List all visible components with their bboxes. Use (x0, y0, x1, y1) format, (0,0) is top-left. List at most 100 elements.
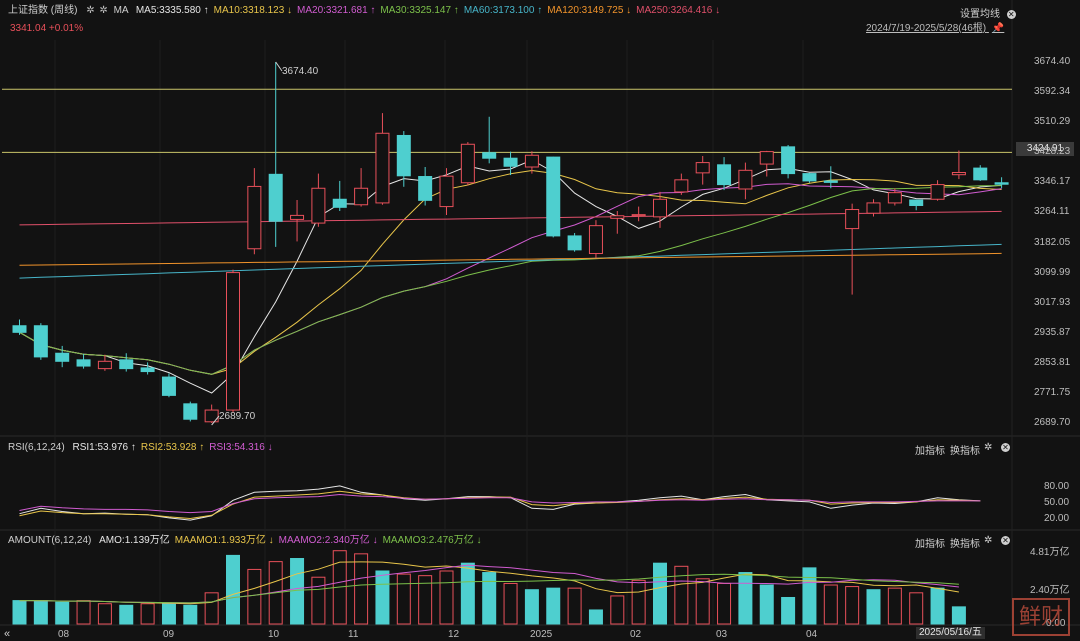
pin-icon[interactable]: 📌 (991, 23, 1005, 34)
volume-bar (653, 562, 667, 625)
candle-body (290, 214, 305, 220)
candle-body (909, 199, 924, 206)
volume-bar (930, 587, 945, 625)
amount-switch-indicator-button[interactable]: 换指标 (950, 535, 980, 550)
volume-bar (845, 586, 860, 625)
close-icon[interactable]: ✕ (1001, 443, 1010, 452)
candle-body (567, 235, 582, 251)
candle-body (268, 173, 283, 222)
volume-bar (951, 606, 966, 625)
amount-tick-label: 0.00 (1046, 618, 1066, 629)
candle-body (695, 162, 710, 174)
candle-body (332, 198, 347, 208)
volume-bar (802, 567, 817, 625)
rsi2-line (19, 490, 981, 520)
gear-icon[interactable]: ✲ (99, 5, 108, 16)
low-pointer (211, 415, 220, 426)
settings-ma-button[interactable]: 设置均线 ✕ (960, 5, 1016, 20)
amount-add-label: 加指标 (915, 539, 945, 550)
scroll-left-icon[interactable]: « (4, 628, 11, 640)
price-tick-label: 3346.17 (1034, 176, 1071, 188)
amount-tick-label: 2.40万亿 (1030, 584, 1070, 596)
candle-body (674, 179, 689, 193)
price-tag: 3424.91 (1016, 142, 1074, 156)
amount-tick-label: 4.81万亿 (1030, 547, 1070, 558)
price-tick-label: 2771.75 (1034, 386, 1071, 398)
time-tick-label: 02 (630, 629, 642, 640)
close-icon[interactable]: ✕ (1006, 10, 1016, 19)
candle-body (802, 173, 817, 182)
amount-values: AMO:1.139万亿 MAAMO1:1.933万亿 ↓ MAAMO2:2.340万… (94, 535, 481, 546)
volume-bar (76, 600, 91, 625)
amount-add-indicator-button[interactable]: 加指标 (915, 535, 945, 550)
volume-bar (887, 587, 902, 625)
high-annotation: 3674.40 (282, 66, 319, 77)
gear-icon[interactable]: ✲ (984, 535, 993, 546)
rsi-add-indicator-button[interactable]: 加指标 (915, 442, 945, 457)
candle-body (588, 225, 603, 255)
ma-item: MA10:3318.123 ↓ (213, 5, 293, 16)
volume-bar (396, 573, 411, 625)
volume-bar (418, 575, 433, 625)
rsi-item: RSI3:54.316 ↓ (209, 442, 273, 453)
rsi-values: RSI1:53.976 ↑ RSI2:53.928 ↑ RSI3:54.316 ↓ (67, 442, 272, 453)
time-tick-label: 03 (716, 629, 728, 640)
ma-item: MA250:3264.416 ↓ (636, 5, 721, 16)
price-tick-label: 3510.29 (1034, 116, 1071, 128)
candle-body (823, 180, 838, 183)
gear-icon[interactable]: ✲ (86, 5, 95, 16)
time-tick-label: 08 (58, 629, 70, 640)
rsi3-line (19, 493, 981, 514)
time-tick-label: 11 (348, 629, 359, 640)
amount-item: MAAMO1:1.933万亿 ↓ (174, 535, 274, 546)
candle-body (759, 151, 774, 165)
low-annotation: 2689.70 (219, 411, 256, 422)
watermark-logo: 鲜财 (1012, 598, 1070, 636)
rsi-switch-indicator-button[interactable]: 换指标 (950, 442, 980, 457)
candle-body (97, 360, 112, 370)
candle-body (439, 175, 454, 208)
price-tick-label: 3592.34 (1034, 86, 1071, 98)
time-tick-label: 12 (448, 629, 460, 640)
candle-body (161, 376, 176, 396)
gear-icon[interactable]: ✲ (984, 442, 993, 453)
volume-bar (524, 589, 539, 625)
ma5-line (19, 159, 1002, 394)
close-icon[interactable]: ✕ (1001, 536, 1010, 545)
ma-item: MA20:3321.681 ↑ (297, 5, 376, 16)
ma120-line (19, 252, 1002, 266)
candle-body (951, 171, 966, 176)
maamo1-line (19, 561, 959, 605)
volume-bar (781, 596, 796, 625)
price-tick-label: 3264.11 (1034, 206, 1070, 218)
current-date: 2025/05/16/五 (916, 627, 985, 639)
candle-body (994, 182, 1009, 185)
rsi-tick-label: 20.00 (1044, 513, 1070, 524)
rsi-item: RSI2:53.928 ↑ (140, 442, 205, 453)
amount-header: AMOUNT(6,12,24) AMO:1.139万亿 MAAMO1:1.933万… (8, 535, 482, 547)
rsi-add-label: 加指标 (915, 446, 945, 457)
candle-body (503, 157, 518, 167)
ma-item: MA5:3335.580 ↑ (135, 5, 209, 16)
date-range[interactable]: 2024/7/19-2025/5/28(46根) 📌 (866, 23, 1004, 35)
volume-bar (866, 589, 881, 625)
volume-bar (375, 570, 390, 625)
ma-values: MA5:3335.580 ↑ MA10:3318.123 ↓ MA20:3321.6… (131, 5, 720, 16)
candle-body (33, 325, 48, 358)
ma30-line (19, 185, 1002, 375)
candle-body (396, 134, 411, 177)
volume-bar (226, 554, 240, 625)
settings-ma-label: 设置均线 (960, 9, 1000, 20)
price-tick-label: 3674.40 (1034, 56, 1071, 67)
amount-item: AMO:1.139万亿 (99, 535, 170, 546)
volume-bar (354, 553, 369, 625)
volume-bar (161, 603, 176, 625)
volume-bar (631, 579, 646, 625)
candle-body (354, 187, 369, 206)
volume-bar (33, 600, 48, 625)
volume-bar (823, 584, 838, 625)
price-tick-label: 3017.93 (1034, 296, 1071, 308)
volume-bar (97, 603, 112, 625)
candle-body (887, 192, 902, 204)
